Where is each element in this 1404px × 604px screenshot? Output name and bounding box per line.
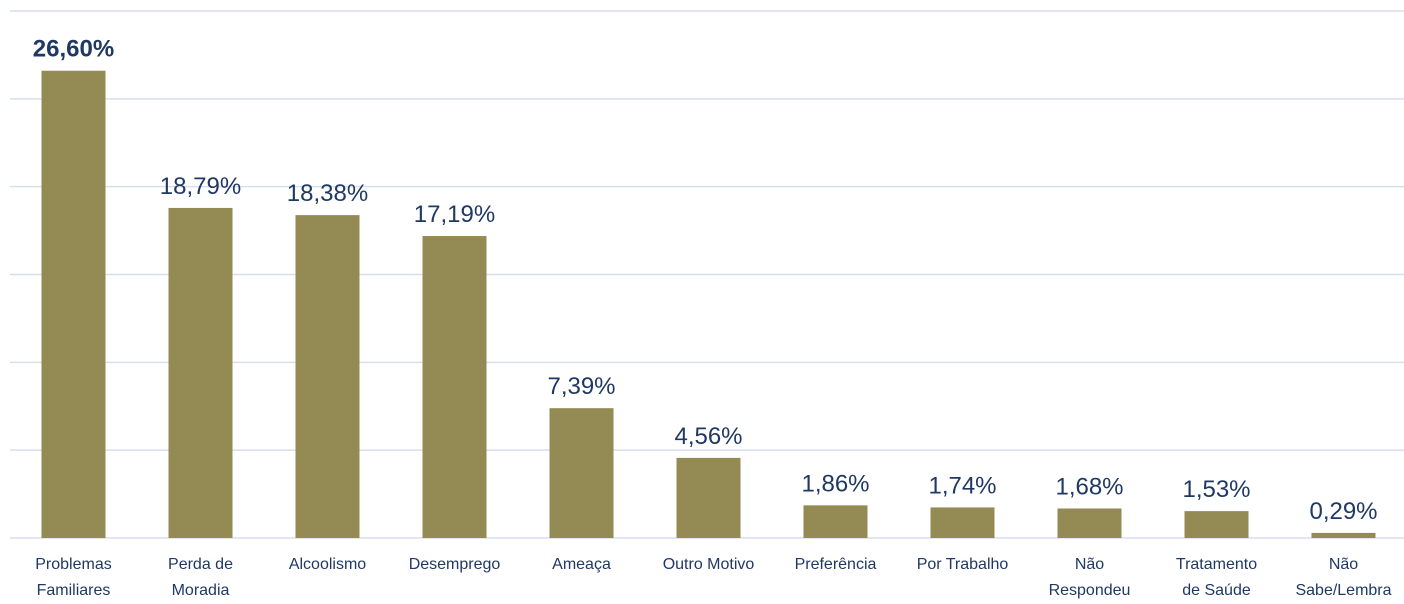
bar	[549, 408, 614, 538]
value-label: 4,56%	[674, 423, 742, 450]
bar	[676, 457, 741, 538]
value-label: 7,39%	[547, 373, 615, 400]
value-label: 0,29%	[1309, 498, 1377, 525]
bar	[1057, 508, 1122, 538]
value-label: 1,74%	[928, 472, 996, 499]
bar	[295, 215, 360, 538]
x-tick-label: Não Respondeu	[1048, 556, 1131, 599]
x-tick-label: Preferência	[794, 556, 877, 573]
bar	[1184, 511, 1249, 538]
value-label: 18,79%	[160, 173, 241, 200]
bar	[422, 236, 487, 539]
value-label: 1,86%	[801, 470, 869, 497]
value-label: 1,53%	[1182, 476, 1250, 503]
value-label: 17,19%	[414, 201, 495, 228]
value-label: 26,60%	[33, 36, 114, 63]
x-tick-label: Alcoolismo	[288, 556, 367, 573]
x-tick-label: Por Trabalho	[916, 556, 1009, 573]
x-tick-label: Outro Motivo	[662, 556, 755, 573]
bar	[930, 507, 995, 538]
bar	[41, 70, 106, 538]
x-tick-label: Tratamento de Saúde	[1175, 556, 1258, 599]
x-tick-label: Perda de Moradia	[168, 556, 233, 599]
x-tick-label: Desemprego	[408, 556, 501, 573]
x-tick-label: Problemas Familiares	[35, 556, 112, 599]
x-tick-label: Ameaça	[552, 556, 611, 573]
value-label: 1,68%	[1055, 473, 1123, 500]
bar	[1311, 532, 1376, 538]
value-label: 18,38%	[287, 180, 368, 207]
bar	[803, 505, 868, 538]
x-tick-label: Não Sabe/Lembra	[1295, 556, 1392, 599]
bar	[168, 207, 233, 538]
